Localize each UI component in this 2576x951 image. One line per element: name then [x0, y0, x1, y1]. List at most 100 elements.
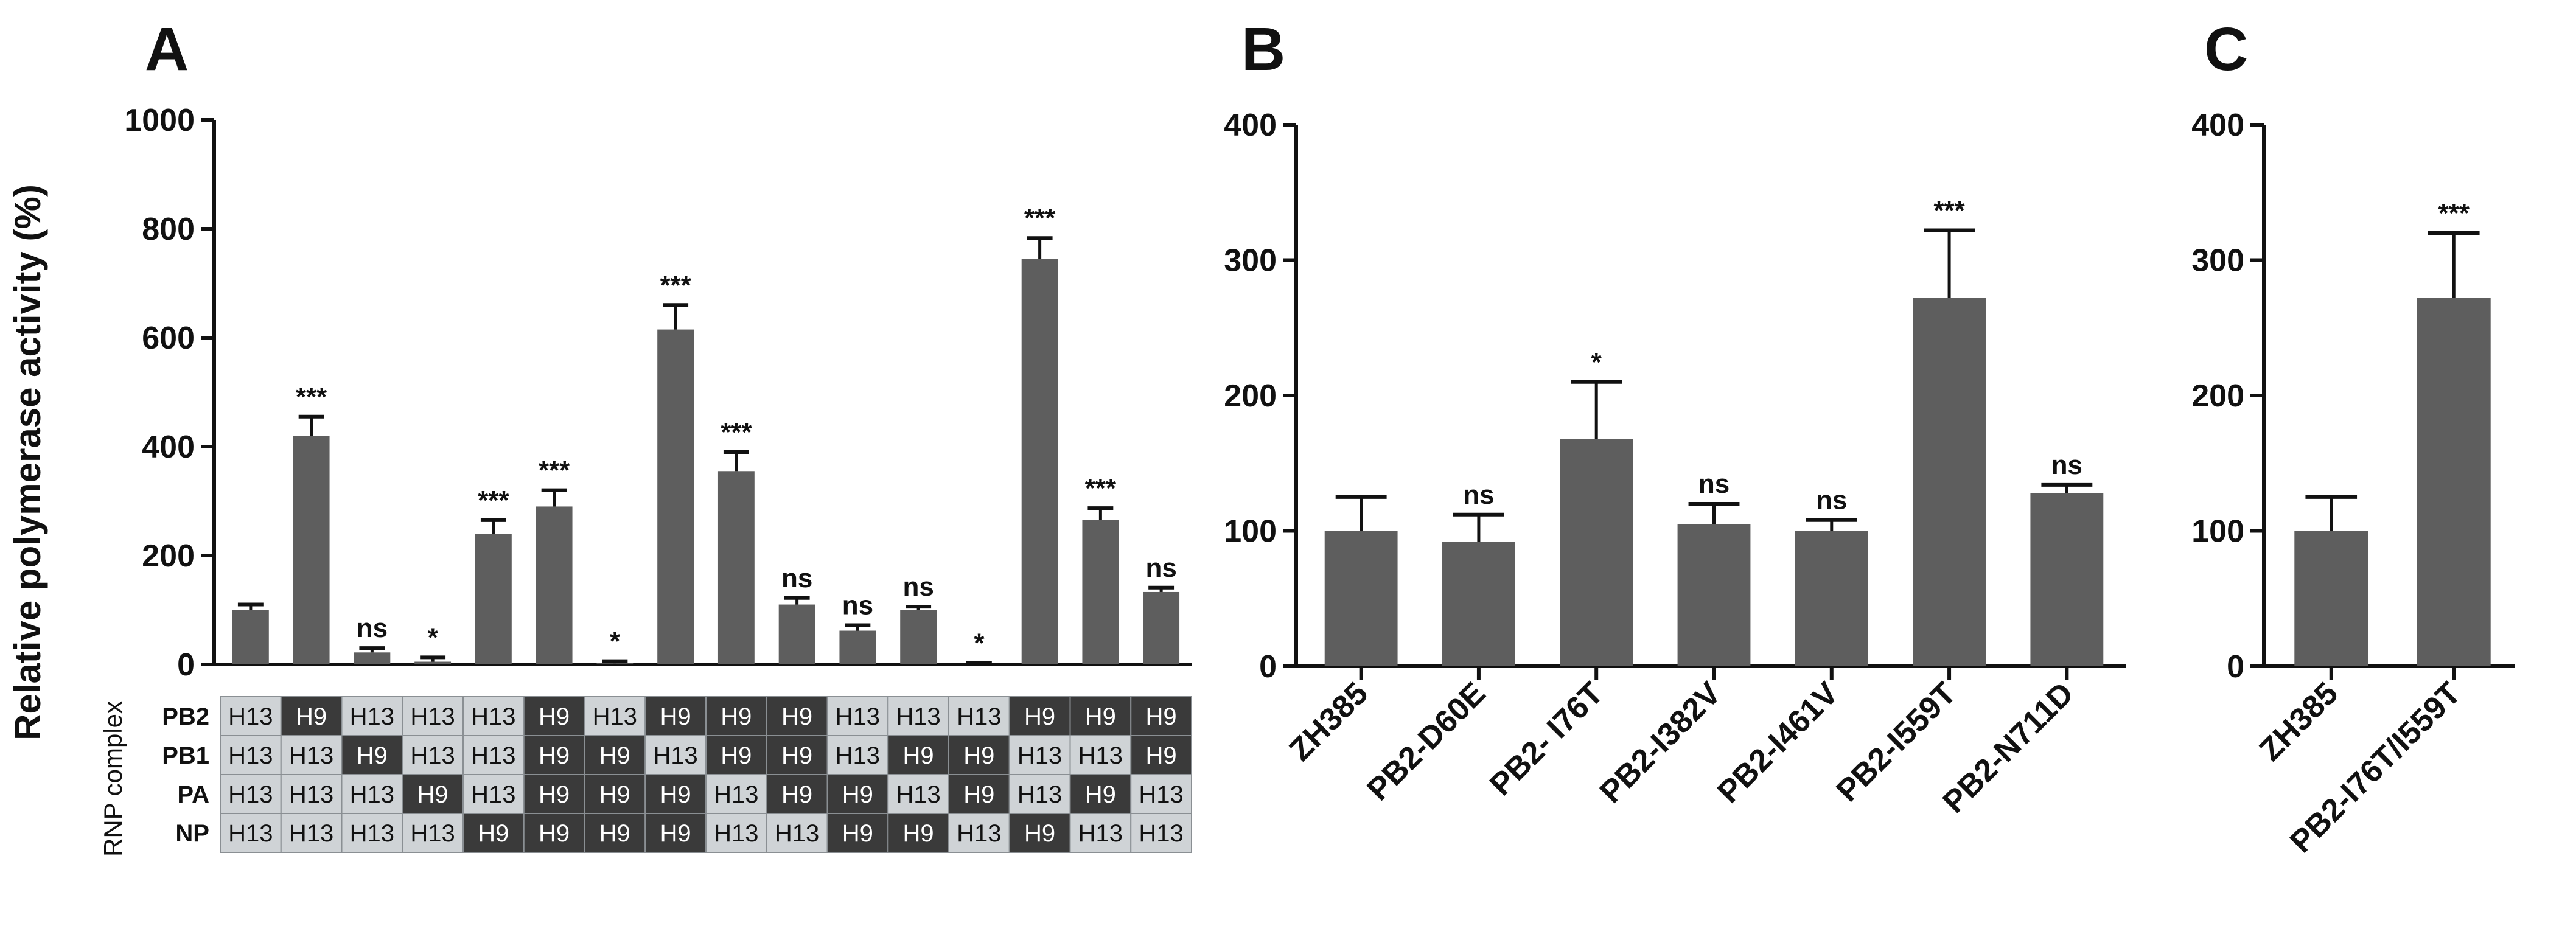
panel-a-significance-label: *** [1085, 473, 1117, 503]
panel-a-bar [1021, 259, 1058, 665]
panel-a-significance-label: ns [902, 572, 934, 602]
panel-a-significance-label: ns [842, 591, 873, 621]
panel-b-bar [1442, 542, 1515, 666]
rnp-cell-label: H9 [781, 781, 812, 808]
rnp-cell-label: H13 [289, 742, 333, 769]
panel-a-y-tick-label: 800 [142, 212, 195, 247]
rnp-cell-label: H13 [593, 703, 637, 730]
panel-c-y-tick-label: 100 [2191, 514, 2244, 549]
rnp-cell-label: H9 [842, 820, 873, 847]
rnp-cell [220, 774, 282, 814]
rnp-cell-label: H9 [1146, 703, 1177, 730]
panel-a-bar [596, 663, 634, 664]
rnp-cell-label: H9 [963, 781, 994, 808]
panel-a-significance-label: *** [296, 382, 327, 412]
rnp-cell-label: H9 [963, 742, 994, 769]
panel-b-significance-label: *** [1933, 196, 1965, 226]
panel-b-letter: B [1241, 15, 1285, 83]
panel-b-x-category-label: PB2-I382V [1593, 675, 1728, 810]
rnp-cell [1008, 735, 1071, 775]
rnp-cell-label: H9 [660, 703, 691, 730]
panel-c-letter: C [2204, 15, 2248, 83]
rnp-cell [766, 774, 828, 814]
rnp-cell [766, 735, 828, 775]
rnp-complex-label: RNP complex [99, 701, 127, 857]
rnp-cell-label: H13 [1017, 781, 1062, 808]
rnp-cell [462, 735, 525, 775]
panel-a-y-tick-label: 200 [142, 538, 195, 574]
rnp-cell-label: H9 [1024, 820, 1055, 847]
panel-a-y-tick-label: 1000 [124, 103, 195, 138]
rnp-cell [280, 696, 343, 736]
rnp-cell-label: H13 [289, 820, 333, 847]
panel-a-bar [839, 630, 876, 664]
rnp-row-label: PB2 [162, 703, 209, 730]
panel-b-significance-label: ns [1816, 486, 1847, 515]
panel-a-significance-label: *** [1024, 203, 1056, 233]
rnp-cell-label: H9 [417, 781, 449, 808]
panel-a-bar [1082, 520, 1119, 664]
rnp-cell [1069, 735, 1132, 775]
panel-a-bar [354, 652, 391, 664]
rnp-cell [826, 813, 889, 853]
panel-a-y-tick-label: 600 [142, 321, 195, 356]
panel-a-chart: A Relative polymerase activity (%) 0 200 4… [7, 15, 1192, 857]
rnp-cell-label: H13 [410, 820, 455, 847]
rnp-cell-label: H13 [289, 781, 333, 808]
rnp-cell [280, 735, 343, 775]
rnp-cell-label: H9 [1024, 703, 1055, 730]
rnp-row-label: PB1 [162, 742, 209, 769]
panel-b-bar [2030, 493, 2104, 666]
rnp-cell-label: H13 [228, 781, 273, 808]
panel-b-bar [1913, 298, 1986, 666]
panel-a-significance-label: ns [357, 613, 388, 643]
rnp-cell-label: H13 [957, 820, 1001, 847]
rnp-cell [584, 696, 646, 736]
rnp-cell-label: H9 [842, 781, 873, 808]
rnp-cell [462, 774, 525, 814]
rnp-cell-label: H9 [539, 703, 570, 730]
rnp-cell [1069, 813, 1132, 853]
rnp-cell-label: H9 [296, 703, 327, 730]
panel-a-bar [1143, 591, 1180, 664]
rnp-cell-label: H13 [228, 703, 273, 730]
panel-a-bar [657, 329, 694, 664]
panel-a-bar [536, 506, 573, 664]
rnp-cell-label: H13 [653, 742, 697, 769]
panel-c-x-category-label: ZH385 [2253, 675, 2345, 767]
rnp-cell-label: H9 [721, 742, 752, 769]
rnp-cell [705, 774, 767, 814]
rnp-cell [644, 813, 707, 853]
rnp-cell-label: H13 [410, 703, 455, 730]
rnp-cell-label: H13 [1078, 742, 1123, 769]
rnp-row-label: NP [175, 820, 209, 847]
panel-b-y-tick-label: 400 [1224, 108, 1277, 143]
rnp-cell [402, 735, 464, 775]
rnp-cell [220, 735, 282, 775]
rnp-cell [705, 813, 767, 853]
rnp-cell-label: H9 [539, 781, 570, 808]
rnp-cell-label: H9 [1085, 703, 1116, 730]
panel-a-bar [232, 610, 269, 664]
rnp-cell-label: H9 [599, 742, 630, 769]
panel-b-bar [1795, 531, 1868, 666]
panel-a-y-tick-label: 0 [177, 647, 195, 683]
rnp-cell [584, 735, 646, 775]
rnp-cell-label: H9 [1085, 781, 1116, 808]
rnp-cell [948, 696, 1010, 736]
panel-b-y-tick-label: 300 [1224, 243, 1277, 279]
panel-a-bar [414, 661, 452, 664]
panel-a-bar [717, 471, 755, 664]
rnp-cell [341, 696, 403, 736]
rnp-cell [341, 774, 403, 814]
rnp-cell-label: H13 [836, 703, 880, 730]
panel-b-bar [1560, 439, 1633, 666]
panel-a-significance-label: ns [1145, 553, 1176, 583]
panel-b-x-category-label: PB2-I461V [1711, 675, 1845, 810]
rnp-cell [584, 774, 646, 814]
panel-b-x-category-label: PB2-D60E [1361, 675, 1493, 807]
rnp-cell-label: H13 [957, 703, 1001, 730]
rnp-cell [462, 813, 525, 853]
